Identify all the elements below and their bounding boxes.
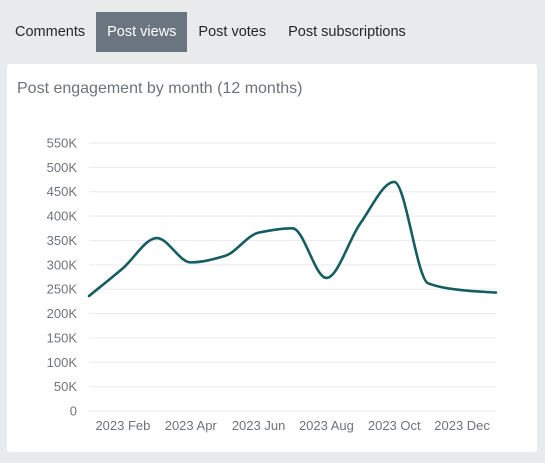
tab-bar: Comments Post views Post votes Post subs… (4, 12, 417, 52)
tab-post-subscriptions[interactable]: Post subscriptions (288, 24, 406, 40)
x-tick-label: 2023 Jun (232, 418, 286, 433)
x-tick-label: 2023 Dec (434, 418, 490, 433)
y-tick-label: 350K (47, 233, 78, 248)
x-tick-label: 2023 Aug (299, 418, 354, 433)
y-tick-label: 0 (70, 404, 77, 419)
y-tick-label: 400K (47, 209, 78, 224)
tab-post-votes[interactable]: Post votes (198, 24, 267, 40)
tab-comments[interactable]: Comments (15, 24, 86, 40)
y-tick-label: 500K (47, 160, 78, 175)
series-line (87, 180, 498, 298)
line-chart: 0 50K 100K 150K 200K 250K 300K 350K 400K 450K 500K… (47, 136, 498, 433)
x-tick-label: 2023 Apr (165, 418, 218, 433)
y-tick-label: 250K (47, 282, 78, 297)
y-tick-label: 200K (47, 306, 78, 321)
chart-card: Post engagement by month (12 months) 0 50… (7, 64, 537, 452)
tab-post-views[interactable]: Post views (96, 12, 188, 52)
x-tick-label: 2023 Oct (368, 418, 421, 433)
y-tick-label: 150K (47, 330, 78, 345)
chart-title: Post engagement by month (12 months) (17, 80, 303, 97)
y-tick-label: 100K (47, 355, 78, 370)
y-tick-label: 550K (47, 136, 78, 151)
y-tick-label: 50K (54, 379, 77, 394)
x-tick-label: 2023 Feb (95, 418, 150, 433)
y-tick-label: 450K (47, 184, 78, 199)
y-tick-label: 300K (47, 257, 78, 272)
